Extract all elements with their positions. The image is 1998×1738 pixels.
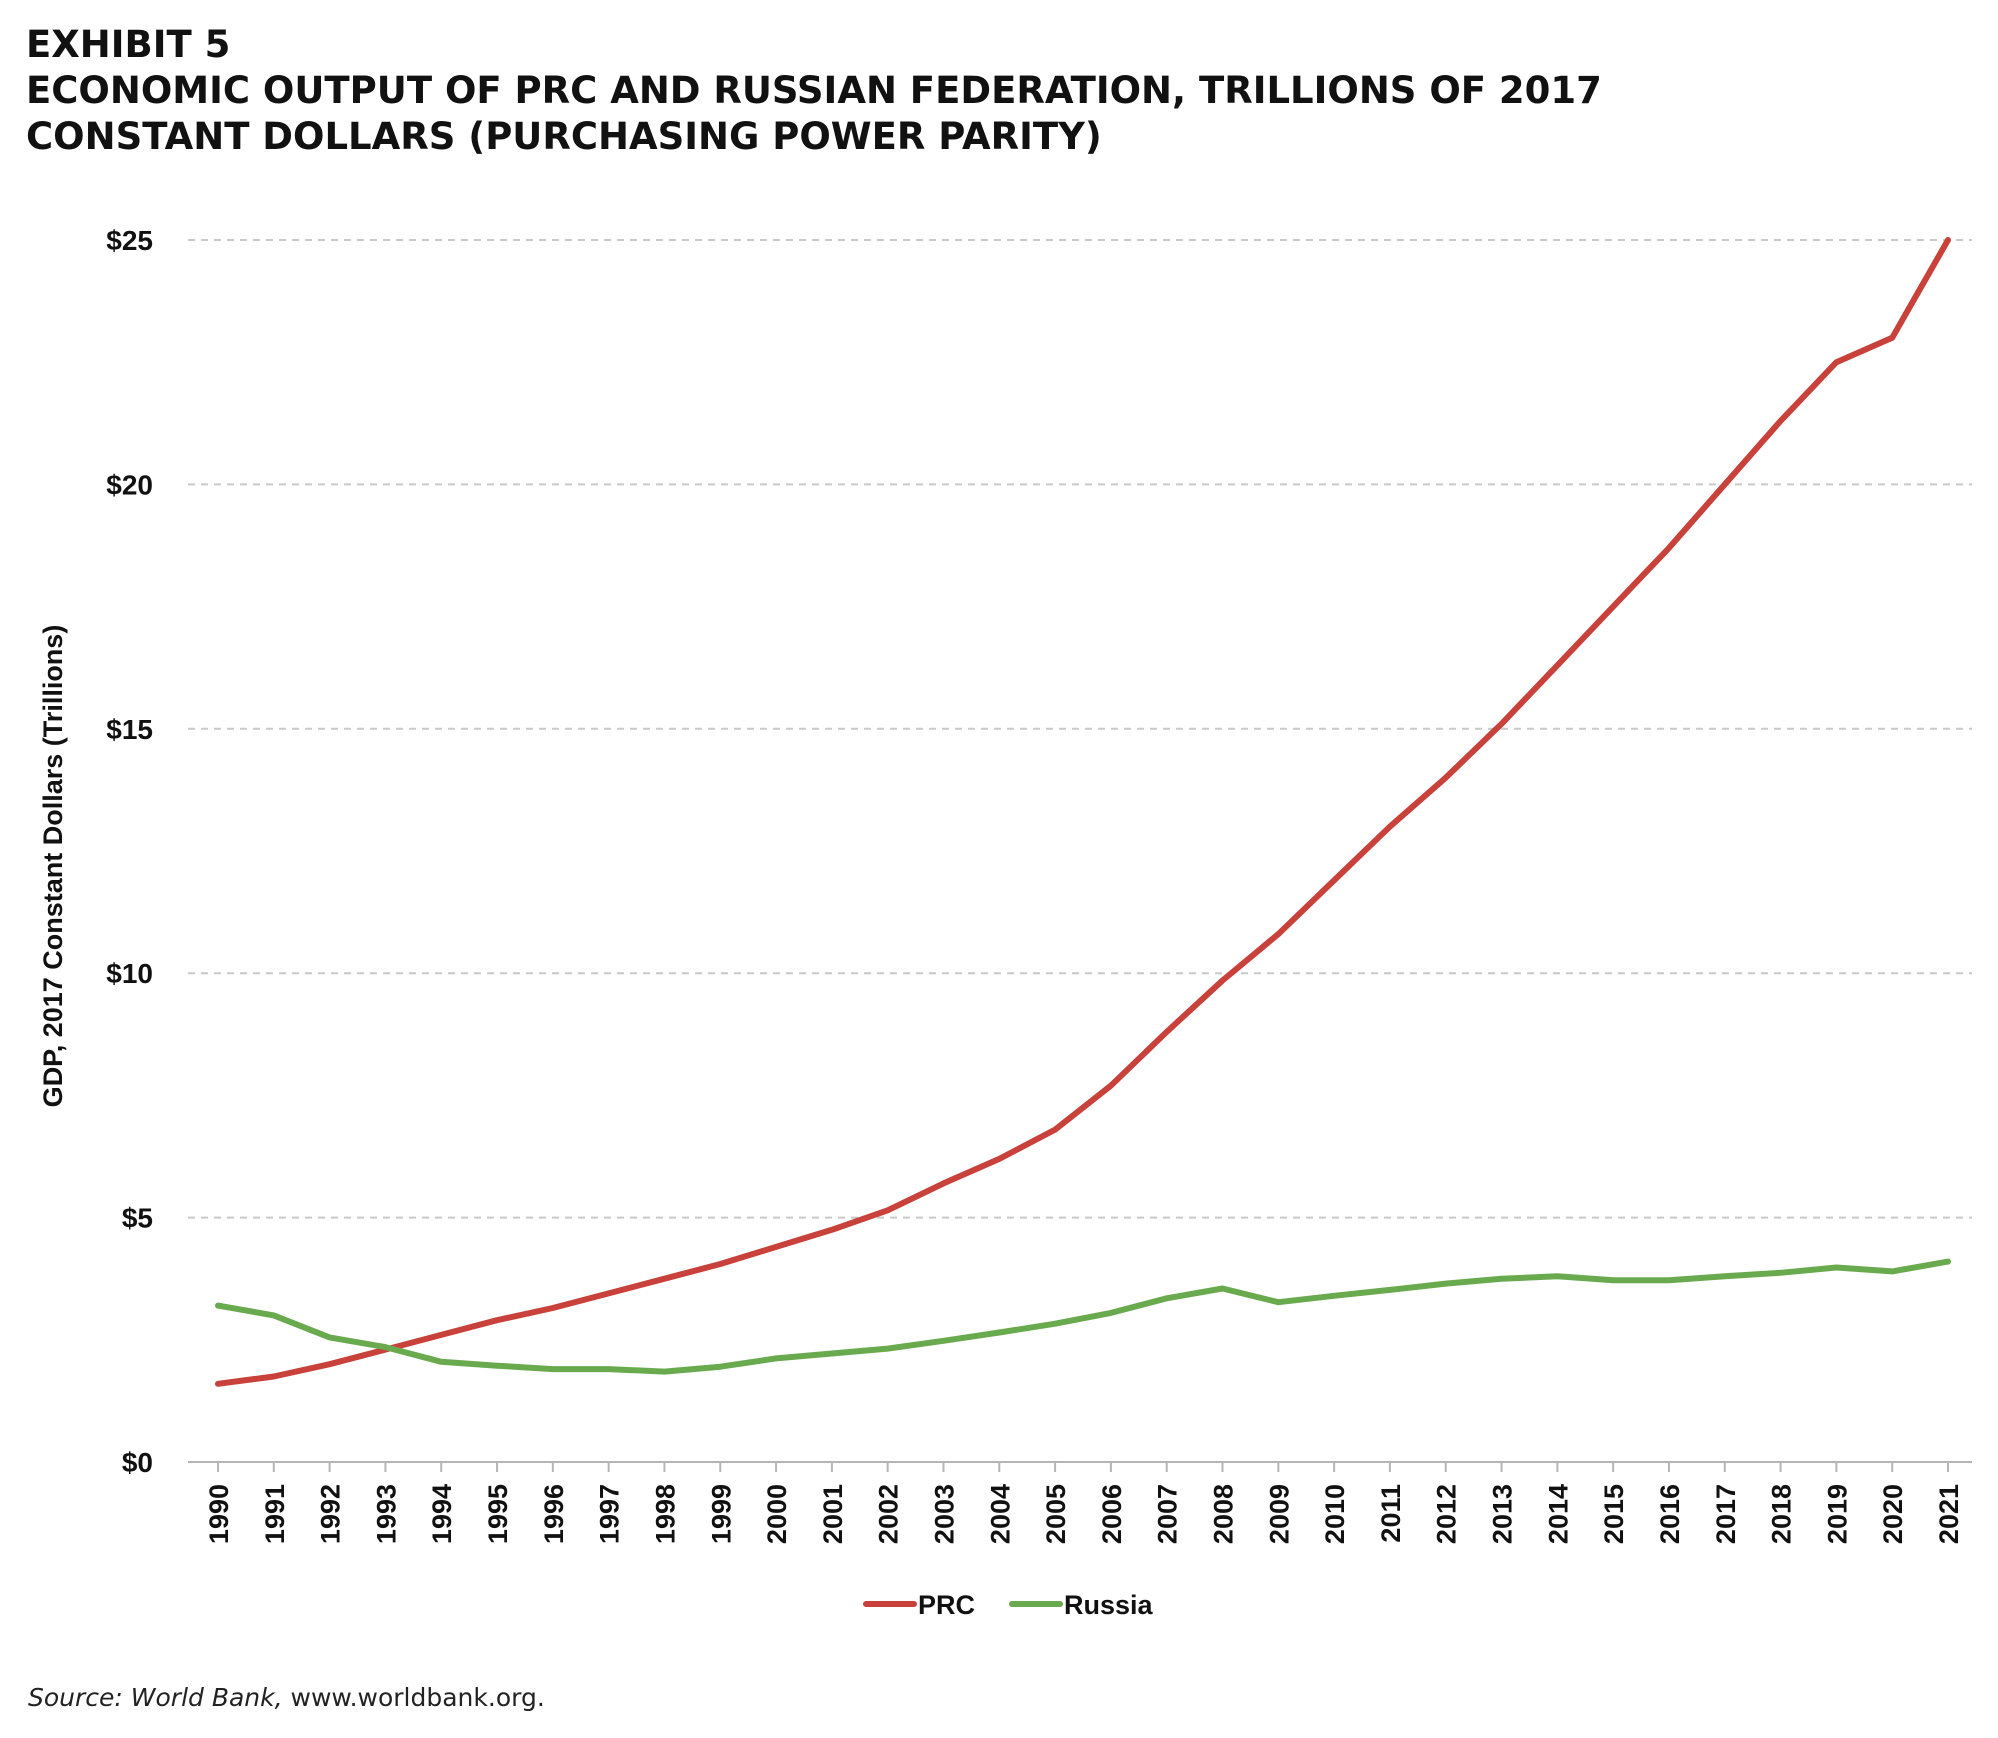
- x-tick-label: 2014: [1543, 1484, 1573, 1544]
- x-tick-label: 1990: [204, 1484, 234, 1544]
- y-tick-label: $0: [122, 1447, 153, 1478]
- x-tick-label: 2000: [762, 1484, 792, 1544]
- chart-title-line-2: CONSTANT DOLLARS (PURCHASING POWER PARIT…: [26, 115, 1102, 158]
- x-tick-label: 1997: [595, 1484, 625, 1544]
- x-tick-label: 2002: [874, 1484, 904, 1544]
- x-tick-label: 2010: [1320, 1484, 1350, 1544]
- x-tick-label: 2008: [1209, 1484, 1239, 1544]
- series-line-prc: [215, 237, 1951, 1387]
- x-tick-label: 2005: [1041, 1484, 1071, 1544]
- x-tick-label: 2021: [1934, 1484, 1964, 1544]
- y-axis-label: GDP, 2017 Constant Dollars (Trillions): [38, 625, 68, 1108]
- source-label: Source: World Bank,: [28, 1683, 283, 1712]
- series-lines: [215, 237, 1951, 1387]
- x-tick-label: 2006: [1097, 1484, 1127, 1544]
- x-tick-label: 2001: [818, 1484, 848, 1544]
- legend-label-prc: PRC: [918, 1590, 975, 1620]
- y-tick-label: $15: [106, 714, 153, 745]
- x-tick-label: 2009: [1264, 1484, 1294, 1544]
- x-tick-label: 2017: [1711, 1484, 1741, 1544]
- x-tick-label: 1994: [427, 1484, 457, 1544]
- legend: PRC Russia: [863, 1590, 1154, 1620]
- y-tick-label: $25: [106, 225, 153, 256]
- chart-title-line-1: ECONOMIC OUTPUT OF PRC AND RUSSIAN FEDER…: [26, 69, 1602, 112]
- x-tick-label: 2016: [1655, 1484, 1685, 1544]
- x-tick-label: 2019: [1822, 1484, 1852, 1544]
- gridlines: [188, 239, 1972, 1219]
- x-tick-label: 2013: [1488, 1484, 1518, 1544]
- x-tick-label: 1993: [371, 1484, 401, 1544]
- y-tick-label: $5: [122, 1203, 153, 1234]
- x-tick-label: 1995: [483, 1484, 513, 1544]
- x-tick-label: 2011: [1376, 1484, 1406, 1543]
- y-tick-label: $20: [106, 469, 153, 500]
- source-url: www.worldbank.org.: [290, 1683, 545, 1712]
- x-tick-label: 2015: [1599, 1484, 1629, 1544]
- x-tick-label: 2007: [1153, 1484, 1183, 1544]
- x-tick-label: 2004: [985, 1484, 1015, 1544]
- x-tick-label: 2018: [1767, 1484, 1797, 1544]
- x-tick-label: 1991: [260, 1484, 290, 1544]
- exhibit-number: EXHIBIT 5: [26, 23, 231, 66]
- exhibit-title: EXHIBIT 5 ECONOMIC OUTPUT OF PRC AND RUS…: [26, 22, 1602, 160]
- x-tick-label: 2003: [929, 1484, 959, 1544]
- y-axis-ticks: $0 $5 $10 $15 $20 $25: [106, 225, 153, 1478]
- x-tick-label: 1998: [650, 1484, 680, 1544]
- x-tick-label: 1996: [539, 1484, 569, 1544]
- source-note: Source: World Bank, www.worldbank.org.: [28, 1683, 545, 1712]
- x-tick-label: 2012: [1432, 1484, 1462, 1544]
- x-tick-label: 1992: [316, 1484, 346, 1544]
- line-chart: $0$5$10$15$20$25 1990 1991 1992 1993 1994 199…: [38, 225, 1972, 1620]
- legend-label-russia: Russia: [1064, 1590, 1154, 1620]
- x-axis-ticks: 1990 1991 1992 1993 1994 1995 1996 1997 1998 1999…: [204, 1462, 1964, 1544]
- series-line-russia: [215, 1258, 1951, 1375]
- x-tick-label: 2020: [1878, 1484, 1908, 1544]
- x-tick-label: 1999: [706, 1484, 736, 1544]
- y-tick-label: $10: [106, 958, 153, 989]
